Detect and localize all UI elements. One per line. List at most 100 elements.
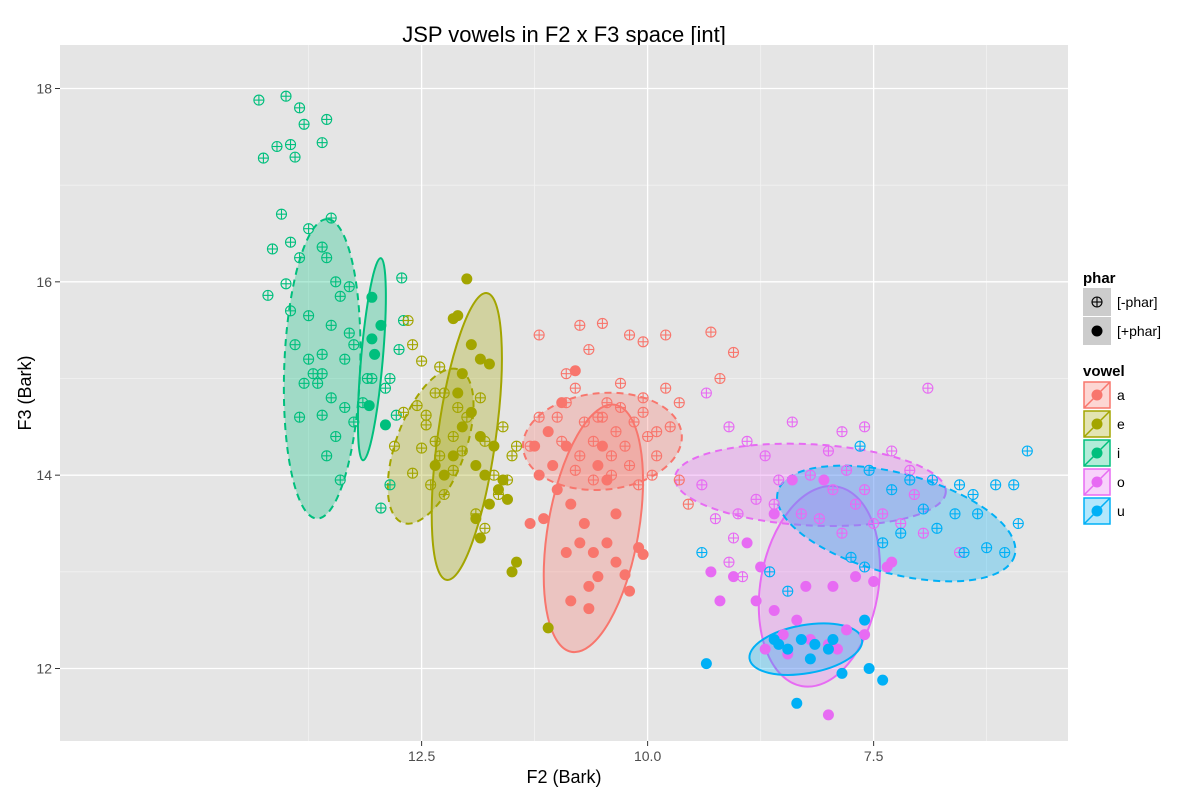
- point-a-nonphar: [623, 329, 636, 341]
- point-i-nonphar: [307, 368, 319, 380]
- point-a-phar: [610, 556, 622, 568]
- y-tick-label: 18: [36, 81, 52, 97]
- point-i-nonphar: [289, 151, 301, 163]
- point-u-nonphar: [782, 585, 794, 597]
- point-i-nonphar: [266, 243, 278, 255]
- point-o-nonphar: [750, 493, 762, 505]
- point-o-nonphar: [895, 517, 907, 530]
- point-o-nonphar: [922, 382, 934, 394]
- point-a-phar: [569, 365, 581, 377]
- point-e-phar: [474, 532, 486, 544]
- point-e-phar: [488, 440, 500, 452]
- point-u-nonphar: [1012, 517, 1024, 530]
- point-i-nonphar: [384, 372, 396, 385]
- point-e-phar: [429, 460, 441, 471]
- point-o-nonphar: [773, 474, 785, 486]
- point-a-nonphar: [574, 450, 586, 462]
- point-o-nonphar: [917, 527, 929, 539]
- point-i-nonphar: [316, 348, 328, 360]
- point-o-phar: [868, 576, 880, 587]
- point-a-phar: [592, 571, 604, 583]
- legend-vowel-dot: [1091, 389, 1103, 401]
- point-o-nonphar: [886, 445, 898, 457]
- point-i-phar: [379, 419, 391, 431]
- point-a-phar: [592, 460, 604, 471]
- point-o-phar: [755, 561, 767, 573]
- point-u-phar: [809, 638, 821, 650]
- point-o-phar: [831, 643, 843, 655]
- point-i-nonphar: [384, 479, 396, 491]
- ellipse-i-phar: [356, 257, 387, 462]
- point-a-phar: [524, 518, 536, 529]
- point-o-phar: [728, 571, 740, 583]
- point-i-nonphar: [366, 372, 378, 385]
- point-a-phar: [551, 484, 563, 496]
- point-a-nonphar: [574, 319, 586, 331]
- point-i-nonphar: [348, 416, 360, 428]
- point-a-nonphar: [583, 343, 595, 356]
- point-a-phar: [542, 426, 554, 438]
- y-tick-label: 12: [36, 661, 52, 677]
- point-i-nonphar: [316, 241, 328, 253]
- y-tick-label: 16: [36, 274, 52, 290]
- point-e-phar: [474, 353, 486, 365]
- point-e-nonphar: [434, 361, 446, 373]
- point-a-phar: [583, 603, 595, 615]
- point-u-nonphar: [967, 488, 979, 501]
- point-o-nonphar: [868, 517, 880, 530]
- point-o-phar: [759, 643, 771, 655]
- point-i-nonphar: [298, 377, 310, 389]
- point-e-phar: [456, 368, 468, 380]
- point-a-nonphar: [651, 450, 663, 462]
- point-o-phar: [777, 629, 789, 641]
- point-o-phar: [768, 508, 780, 520]
- point-i-phar: [366, 333, 378, 345]
- point-a-phar: [556, 397, 568, 409]
- point-i-nonphar: [379, 382, 392, 394]
- point-a-nonphar: [569, 464, 581, 476]
- point-u-phar: [804, 653, 816, 665]
- point-e-phar: [497, 474, 509, 486]
- point-i-nonphar: [284, 139, 297, 151]
- point-a-nonphar: [705, 326, 717, 338]
- point-o-nonphar: [700, 387, 712, 399]
- point-i-nonphar: [298, 118, 310, 130]
- point-a-nonphar: [614, 401, 627, 414]
- point-u-nonphar: [999, 546, 1011, 559]
- point-a-nonphar: [560, 368, 572, 380]
- legend-vowel-label: e: [1117, 416, 1125, 432]
- point-o-phar: [850, 571, 862, 583]
- point-u-nonphar: [859, 561, 871, 573]
- point-a-nonphar: [601, 397, 613, 409]
- legend-vowel-key-o: [1083, 468, 1111, 496]
- point-e-phar: [506, 566, 518, 578]
- legend-phar-label: [-phar]: [1117, 294, 1157, 310]
- point-o-nonphar: [804, 469, 816, 481]
- point-i-nonphar: [280, 278, 292, 290]
- legend-vowel-label: u: [1117, 503, 1125, 519]
- legend-vowel-key-i: [1083, 439, 1111, 467]
- point-a-nonphar: [651, 426, 663, 438]
- legend-vowel-dot: [1091, 505, 1103, 517]
- point-a-phar: [601, 474, 613, 486]
- point-a-nonphar: [605, 450, 618, 462]
- point-e-phar: [465, 406, 477, 418]
- point-u-nonphar: [1008, 479, 1020, 491]
- point-i-nonphar: [253, 94, 265, 106]
- point-e-nonphar: [447, 430, 459, 443]
- point-e-phar: [438, 469, 450, 481]
- point-o-phar: [818, 474, 830, 486]
- point-e-nonphar: [388, 440, 401, 452]
- point-u-nonphar: [764, 566, 776, 578]
- point-a-nonphar: [682, 498, 694, 510]
- point-a-phar: [538, 513, 550, 525]
- point-a-nonphar: [714, 372, 726, 385]
- point-u-nonphar: [696, 546, 708, 559]
- point-a-nonphar: [533, 329, 545, 341]
- point-a-phar: [583, 580, 595, 592]
- point-a-nonphar: [633, 479, 645, 491]
- chart-title: JSP vowels in F2 x F3 space [int]: [402, 22, 726, 47]
- point-e-phar: [542, 622, 554, 634]
